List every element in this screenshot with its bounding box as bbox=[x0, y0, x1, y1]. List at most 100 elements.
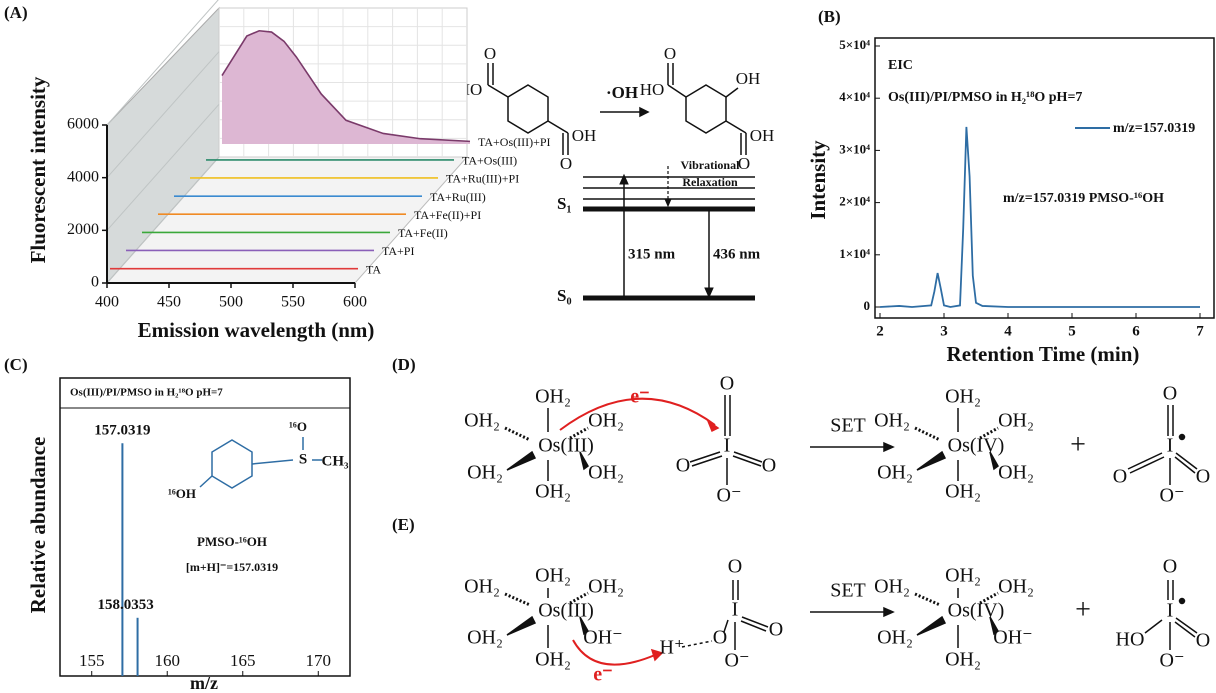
atom: O bbox=[738, 154, 750, 173]
ligand: OH₂ bbox=[535, 649, 571, 671]
annotation: Os(III)/PI/PMSO in H₂¹⁸O pH=7 bbox=[888, 90, 1082, 105]
ligand: OH₂ bbox=[588, 576, 624, 598]
peak-label: 158.0353 bbox=[97, 597, 153, 613]
scheme-a-texts: HO O O OH ·OH HO O O OH OH bbox=[458, 44, 775, 173]
ligand: OH⁻ bbox=[993, 627, 1032, 649]
x-axis-label: m/z bbox=[190, 673, 218, 693]
annotation: Relaxation bbox=[682, 175, 738, 189]
y-tick-label: 4×10⁴ bbox=[839, 89, 870, 104]
x-tick-label: 170 bbox=[306, 651, 332, 670]
x-tick-label: 7 bbox=[1196, 323, 1204, 339]
legend-label: m/z=157.0319 bbox=[1113, 121, 1195, 136]
arrow-label: SET bbox=[830, 580, 866, 602]
annotation: CH₃ bbox=[322, 453, 350, 469]
ligand: OH₂ bbox=[945, 481, 981, 503]
atom: O bbox=[560, 154, 572, 173]
x-tick-label: 165 bbox=[230, 651, 256, 670]
x-tick-label: 500 bbox=[219, 294, 243, 311]
ligand: OH₂ bbox=[945, 386, 981, 408]
annotation: EIC bbox=[888, 58, 913, 73]
ligand: OH₂ bbox=[945, 565, 981, 587]
atom: O⁻ bbox=[1160, 485, 1185, 507]
scheme-e-texts: OH₂ OH₂ OH₂ Os(III) OH₂ OH⁻ OH₂ e⁻ H⁺ O … bbox=[464, 556, 1210, 686]
atom: O bbox=[1163, 556, 1177, 578]
atom: HO bbox=[1116, 629, 1145, 651]
annotation: PMSO-¹⁶OH bbox=[197, 534, 267, 549]
atom: HO bbox=[640, 80, 665, 99]
y-axis-label: Fluorescent intensity bbox=[26, 76, 50, 263]
scheme-e-bonds bbox=[504, 580, 1198, 666]
x-axis-label: Retention Time (min) bbox=[947, 342, 1140, 366]
x-tick-label: 550 bbox=[281, 294, 305, 311]
bond bbox=[251, 459, 294, 465]
atom: O bbox=[720, 373, 734, 395]
metal: Os(IV) bbox=[948, 435, 1005, 457]
bond bbox=[199, 475, 213, 488]
atom: O bbox=[664, 44, 676, 63]
metal: Os(III) bbox=[538, 435, 594, 457]
panel-label: (B) bbox=[818, 7, 841, 26]
atom: O bbox=[676, 455, 690, 477]
y-axis-label: Intensity bbox=[806, 140, 830, 220]
y-tick-label: 3×10⁴ bbox=[839, 141, 870, 156]
jablonski bbox=[583, 166, 755, 301]
atom: O⁻ bbox=[725, 650, 750, 672]
panel-labels: (A) (B) (C) (D) (E) bbox=[4, 3, 841, 534]
reagent: ·OH bbox=[606, 83, 638, 102]
ligand: OH₂ bbox=[535, 481, 571, 503]
atom: O bbox=[1113, 466, 1127, 488]
metal: Os(III) bbox=[538, 600, 594, 622]
y-tick-label: 4000 bbox=[67, 168, 99, 185]
atom: O bbox=[762, 455, 776, 477]
series-label: TA+PI bbox=[382, 244, 414, 258]
atom: O bbox=[1163, 383, 1177, 405]
ligand: OH₂ bbox=[464, 410, 500, 432]
atom: O⁻ bbox=[717, 485, 742, 507]
x-tick-label: 3 bbox=[940, 323, 948, 339]
x-tick-label: 2 bbox=[876, 323, 884, 339]
y-tick-label: 2000 bbox=[67, 221, 99, 238]
annotation: 436 nm bbox=[713, 246, 761, 262]
atom: O bbox=[769, 619, 783, 641]
state: S₁ bbox=[557, 194, 572, 213]
ligand: OH₂ bbox=[588, 410, 624, 432]
series-label: TA bbox=[366, 262, 381, 276]
benzene-ring bbox=[211, 439, 253, 489]
annotation: ¹⁶O bbox=[289, 419, 307, 434]
y-tick-label: 0 bbox=[91, 274, 99, 291]
ligand: OH₂ bbox=[535, 565, 571, 587]
state: S₀ bbox=[557, 286, 572, 305]
plus: + bbox=[1070, 429, 1086, 460]
metal: Os(IV) bbox=[948, 600, 1005, 622]
arrow-label: SET bbox=[830, 415, 866, 437]
y-tick-label: 5×10⁴ bbox=[839, 37, 870, 52]
series-label: TA+Ru(III) bbox=[430, 190, 486, 204]
ligand: OH₂ bbox=[874, 410, 910, 432]
x-tick-label: 4 bbox=[1004, 323, 1012, 339]
atom: O bbox=[728, 556, 742, 578]
y-tick-label: 6000 bbox=[67, 116, 99, 133]
annotation: m/z=157.0319 PMSO-¹⁶OH bbox=[1003, 191, 1164, 206]
atom: H⁺ bbox=[660, 637, 685, 659]
atom: I bbox=[1167, 600, 1174, 622]
y-tick-label: 0 bbox=[864, 298, 871, 313]
grid-line bbox=[106, 104, 220, 231]
panel-label: (E) bbox=[392, 515, 415, 534]
x-tick-label: 450 bbox=[157, 294, 181, 311]
annotation: ¹⁶OH bbox=[168, 486, 196, 501]
annotation: [m+H]⁻=157.0319 bbox=[186, 560, 278, 574]
panel-label: (C) bbox=[4, 355, 28, 374]
series-label: TA+Fe(II)+PI bbox=[414, 208, 481, 222]
series-label: TA+Os(III)+PI bbox=[478, 135, 551, 149]
series-label: TA+Os(III) bbox=[462, 154, 517, 168]
annotation: 315 nm bbox=[628, 246, 676, 262]
ligand: OH₂ bbox=[535, 386, 571, 408]
annotation: S bbox=[299, 451, 307, 467]
atom: OH bbox=[736, 69, 761, 88]
series-line bbox=[879, 126, 1200, 308]
atom: O bbox=[713, 627, 727, 649]
x-tick-label: 600 bbox=[343, 294, 367, 311]
ring bbox=[507, 84, 549, 134]
plot-frame bbox=[874, 37, 1215, 319]
